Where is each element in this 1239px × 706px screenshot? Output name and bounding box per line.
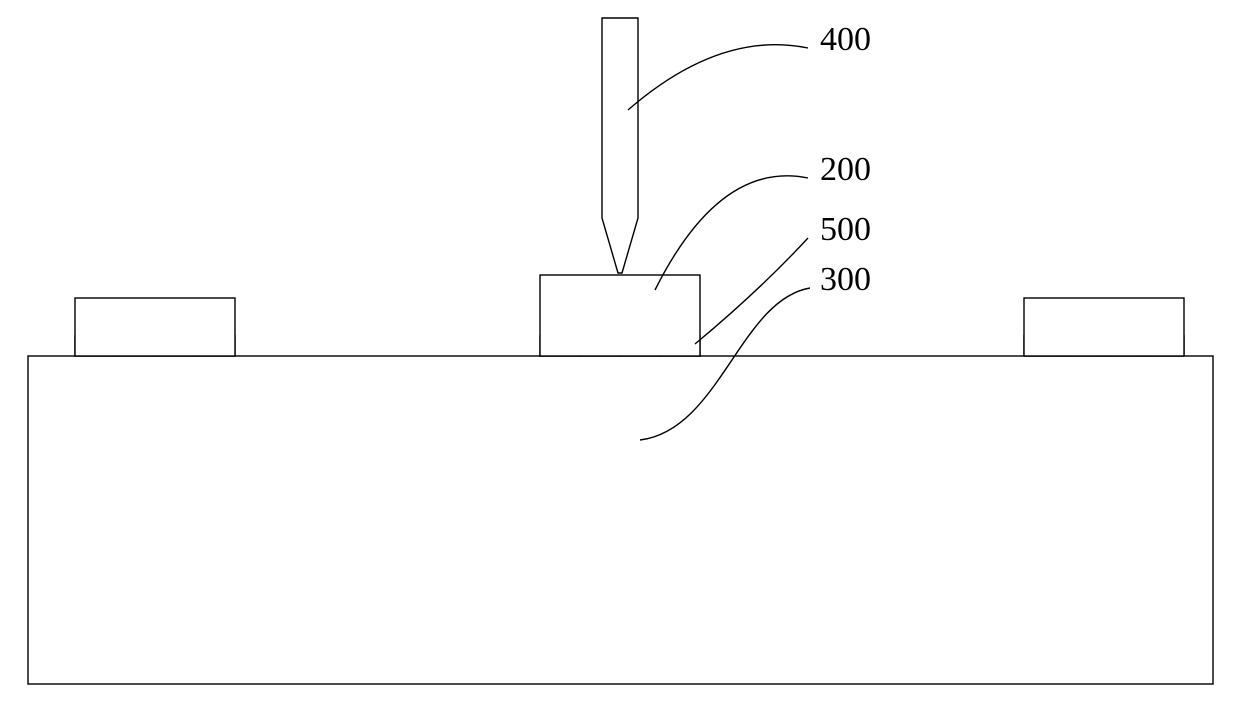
chip-200: [75, 298, 235, 356]
substrate-300: [28, 356, 1213, 684]
chip-200-center: [540, 275, 700, 356]
label-200: 200: [820, 151, 871, 188]
label-500: 500: [820, 211, 871, 248]
label-400: 400: [820, 21, 871, 58]
label-300: 300: [820, 261, 871, 298]
probe-400: [602, 18, 638, 273]
chip-200: [1024, 298, 1184, 356]
